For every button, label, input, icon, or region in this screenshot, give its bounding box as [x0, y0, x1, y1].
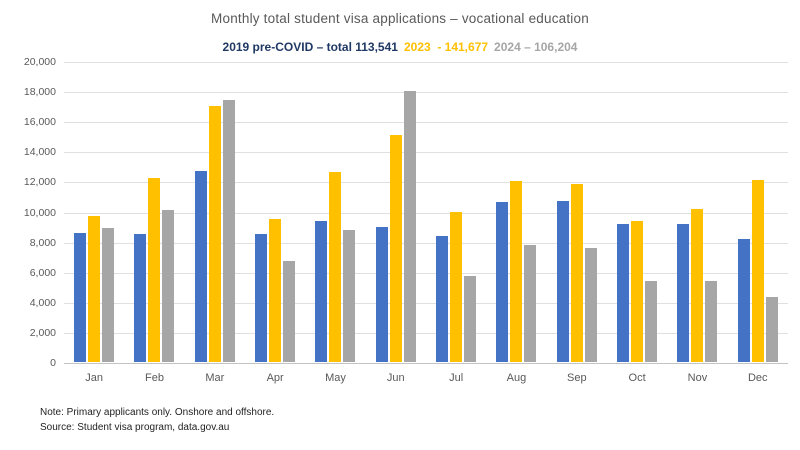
bar-group-jan [64, 62, 124, 363]
y-axis-tick-label: 14,000 [23, 146, 56, 159]
bar-2019-pre-covid-sep [556, 200, 569, 362]
bar-2019-pre-covid-may [315, 220, 328, 362]
bar-group-jul [426, 62, 486, 363]
gridline [64, 62, 788, 63]
bar-groups [64, 62, 788, 363]
gridline [64, 302, 788, 304]
x-axis-labels: Jan Feb Mar Apr May Jun Jul Aug Sep Oct Nov Dec [64, 372, 788, 384]
bar-2023-apr [269, 219, 282, 362]
bar-2023-may [329, 172, 342, 362]
bar-group-mar [185, 62, 245, 363]
bar-2024-nov [705, 280, 718, 362]
bar-2023-nov [691, 208, 704, 362]
y-axis-tick-label: 16,000 [23, 116, 56, 129]
legend-entry-2023: 2023 - 141,677 [403, 40, 489, 54]
x-axis-label-may: May [325, 372, 346, 384]
gridline [64, 332, 788, 334]
y-axis-tick-label: 18,000 [23, 86, 56, 99]
legend-entry-2019-pre-covid: 2019 pre-COVID – total 113,541 [222, 40, 398, 54]
bar-2024-jul [464, 276, 477, 362]
bar-2023-aug [510, 181, 523, 362]
footnotes: Note: Primary applicants only. Onshore a… [40, 405, 274, 435]
plot-area [64, 62, 788, 364]
bar-2019-pre-covid-dec [737, 238, 750, 362]
bar-2024-feb [162, 210, 175, 362]
chart-legend-subtitle: 2019 pre-COVID – total 113,541 2023 - 141… [0, 40, 800, 54]
y-axis-tick-labels: 0 2,000 4,000 6,000 8,000 10,000 12,000 14,000 1… [0, 56, 56, 369]
bar-2023-feb [148, 178, 161, 362]
bar-2019-pre-covid-nov [677, 223, 690, 362]
y-axis-tick-label: 4,000 [29, 296, 56, 309]
x-axis-label-oct: Oct [628, 372, 646, 384]
x-axis-label-mar: Mar [205, 372, 225, 384]
bar-2019-pre-covid-apr [255, 234, 268, 362]
bar-2019-pre-covid-aug [496, 202, 509, 362]
x-axis-label-aug: Aug [506, 372, 527, 384]
bar-2019-pre-covid-mar [194, 170, 207, 362]
bar-2024-jun [403, 91, 416, 362]
x-axis-label-nov: Nov [687, 372, 708, 384]
bar-2019-pre-covid-oct [617, 223, 630, 362]
y-axis-tick-label: 20,000 [23, 56, 56, 68]
y-axis-tick-label: 0 [50, 357, 56, 369]
bar-group-nov [667, 62, 727, 363]
gridline [64, 152, 788, 154]
note-line: Note: Primary applicants only. Onshore a… [40, 407, 275, 418]
bar-2024-oct [645, 280, 658, 362]
chart-title: Monthly total student visa applications … [211, 11, 589, 26]
bar-group-apr [245, 62, 305, 363]
y-axis-tick-label: 6,000 [29, 266, 56, 279]
bar-group-jun [366, 62, 426, 363]
x-axis-label-apr: Apr [266, 372, 284, 384]
y-axis-tick-label: 2,000 [29, 326, 56, 339]
bar-group-oct [607, 62, 667, 363]
bar-2023-jun [389, 134, 402, 362]
x-axis-label-feb: Feb [145, 372, 164, 384]
bar-group-dec [728, 62, 788, 363]
x-axis-label-dec: Dec [747, 372, 768, 384]
bar-2024-aug [524, 244, 537, 362]
source-line: Source: Student visa program, data.gov.a… [40, 422, 230, 433]
bar-2023-oct [631, 220, 644, 362]
bar-group-aug [486, 62, 546, 363]
bar-2024-mar [222, 100, 235, 362]
y-axis-tick-label: 8,000 [29, 236, 56, 249]
bar-2019-pre-covid-feb [134, 234, 147, 362]
x-axis-label-jun: Jun [386, 372, 405, 384]
legend-entry-2024: 2024 – 106,204 [494, 40, 578, 54]
bar-2024-apr [283, 261, 296, 362]
gridline [64, 212, 788, 214]
bar-2019-pre-covid-jan [74, 232, 87, 362]
bar-2023-mar [208, 106, 221, 362]
bar-2023-dec [751, 179, 764, 362]
bar-2024-sep [584, 247, 597, 362]
bar-2019-pre-covid-jul [436, 235, 449, 362]
bar-2023-jan [88, 216, 101, 362]
gridline [64, 242, 788, 244]
bar-2023-jul [450, 211, 463, 362]
x-axis-label-sep: Sep [567, 372, 587, 384]
bar-2024-may [343, 229, 356, 362]
bar-2024-jan [102, 228, 115, 362]
x-axis-line [64, 363, 788, 364]
gridline [64, 92, 788, 94]
gridline [64, 122, 788, 124]
bar-2024-dec [765, 297, 778, 362]
y-axis-tick-label: 10,000 [23, 206, 56, 219]
bar-2019-pre-covid-jun [375, 226, 388, 362]
x-axis-label-jan: Jan [85, 372, 104, 384]
bar-group-sep [547, 62, 607, 363]
bar-group-feb [124, 62, 184, 363]
gridline [64, 182, 788, 184]
gridline [64, 272, 788, 274]
bar-group-may [305, 62, 365, 363]
bar-2023-sep [570, 184, 583, 362]
x-axis-label-jul: Jul [449, 372, 464, 384]
y-axis-tick-label: 12,000 [23, 176, 56, 189]
